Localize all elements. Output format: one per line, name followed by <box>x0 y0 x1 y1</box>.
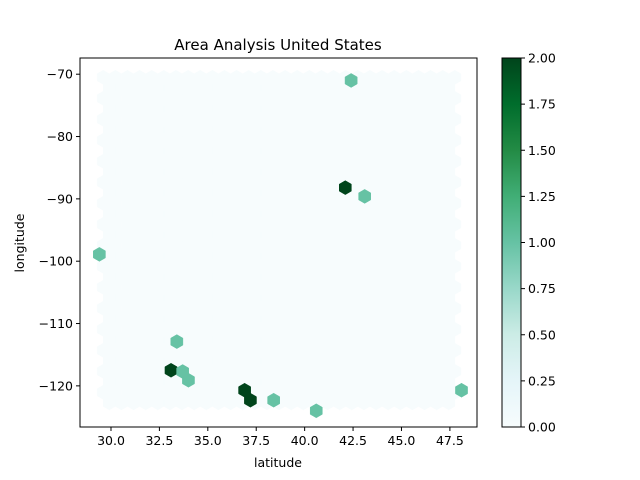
colorbar-tick-label: 0.25 <box>528 373 556 388</box>
colorbar-tick-label: 0.00 <box>528 420 556 435</box>
hexbin <box>358 189 371 204</box>
y-tick-label: −100 <box>39 254 73 269</box>
hexbin <box>309 403 323 419</box>
x-tick-label: 42.5 <box>339 433 367 448</box>
y-tick-label: −90 <box>47 191 73 206</box>
y-tick-label: −70 <box>47 67 73 82</box>
colorbar-tick-label: 1.25 <box>528 189 556 204</box>
x-tick-label: 47.5 <box>436 433 464 448</box>
x-axis-label: latitude <box>254 455 302 470</box>
hexbin <box>182 372 195 388</box>
colorbar-tick-label: 2.00 <box>528 51 556 66</box>
x-tick-label: 40.0 <box>291 433 319 448</box>
colorbar-tick-label: 0.75 <box>528 281 556 296</box>
hexbin <box>170 334 184 349</box>
hexbin-empty <box>442 395 456 411</box>
hexbin <box>344 73 358 88</box>
hexbin <box>164 362 178 378</box>
hexbin <box>339 180 352 195</box>
plot-area <box>79 57 478 428</box>
x-tick-label: 30.0 <box>97 433 125 448</box>
colorbar-tick-label: 0.50 <box>528 327 556 342</box>
x-tick-label: 37.5 <box>242 433 270 448</box>
data-hexes <box>93 73 468 419</box>
x-tick-label: 32.5 <box>145 433 173 448</box>
hexbin <box>455 382 468 398</box>
x-axis: 30.0 32.5 35.0 37.5 40.0 42.5 45.0 47.5 <box>97 427 464 448</box>
y-axis-label: longitude <box>12 213 27 272</box>
colorbar-tick-label: 1.50 <box>528 143 556 158</box>
chart-title: Area Analysis United States <box>174 36 382 54</box>
x-tick-label: 35.0 <box>194 433 222 448</box>
hexbin <box>267 392 280 408</box>
y-tick-label: −120 <box>39 378 73 393</box>
colorbar-ticks: 0.00 0.25 0.50 0.75 1.00 1.25 1.50 1.75 2.00 <box>521 51 556 435</box>
colorbar-gradient <box>502 58 521 427</box>
y-tick-label: −80 <box>47 129 73 144</box>
y-axis: −70 −80 −90 −100 −110 −120 <box>39 67 80 393</box>
colorbar-tick-label: 1.75 <box>528 97 556 112</box>
hexbin <box>93 247 106 262</box>
plot-frame <box>79 57 478 428</box>
x-tick-label: 45.0 <box>388 433 416 448</box>
colorbar: 0.00 0.25 0.50 0.75 1.00 1.25 1.50 1.75 2.00 <box>501 51 556 435</box>
hexbin <box>244 392 257 408</box>
background-hex-grid <box>96 70 462 411</box>
colorbar-tick-label: 1.00 <box>528 235 556 250</box>
y-tick-label: −110 <box>39 316 73 331</box>
